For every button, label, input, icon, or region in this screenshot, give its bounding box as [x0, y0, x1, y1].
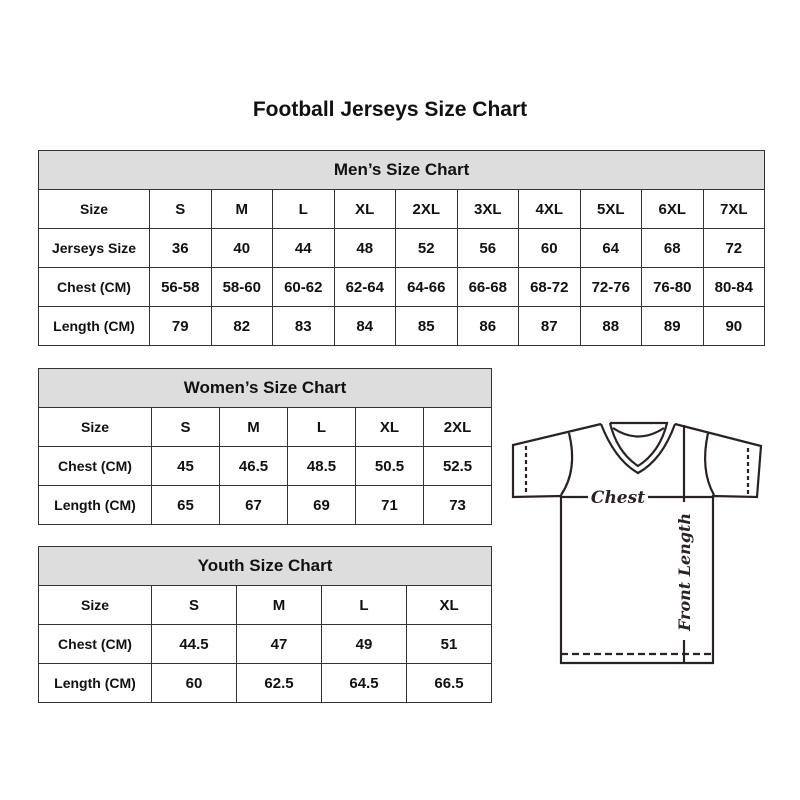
table-cell: 68-72	[518, 267, 581, 307]
table-cell: 65	[151, 485, 220, 525]
table-cell: 50.5	[355, 446, 424, 486]
row-label: Chest (CM)	[38, 267, 150, 307]
table-cell: 56-58	[149, 267, 212, 307]
size-header-cell: L	[272, 189, 335, 229]
size-header-cell: XL	[405, 585, 493, 625]
row-label: Jerseys Size	[38, 228, 150, 268]
table-cell: 83	[272, 306, 335, 346]
table-row: Chest (CM) 45 46.5 48.5 50.5 52.5	[38, 446, 493, 486]
table-cell: 48.5	[287, 446, 356, 486]
size-header-cell: M	[236, 585, 322, 625]
table-heading: Women’s Size Chart	[37, 368, 493, 408]
womens-size-table: Women’s Size Chart Size S M L XL 2XL Chest (CM)…	[37, 368, 493, 525]
size-header-cell: L	[321, 585, 407, 625]
table-cell: 47	[236, 624, 322, 664]
table-cell: 86	[456, 306, 519, 346]
table-cell: 82	[210, 306, 273, 346]
table-cell: 69	[287, 485, 356, 525]
jersey-diagram-icon: Chest Front Length	[511, 421, 763, 665]
table-cell: 87	[518, 306, 581, 346]
table-cell: 56	[456, 228, 519, 268]
size-header-cell: XL	[355, 407, 424, 447]
table-row: Length (CM) 79 82 83 84 85 86 87 88 89 90	[38, 306, 766, 346]
table-cell: 73	[422, 485, 493, 525]
table-row: Size S M L XL 2XL	[38, 407, 493, 447]
table-cell: 60	[151, 663, 237, 703]
table-cell: 52	[395, 228, 458, 268]
row-label: Length (CM)	[38, 306, 150, 346]
table-cell: 66-68	[456, 267, 519, 307]
size-header-cell: 5XL	[579, 189, 642, 229]
table-cell: 62-64	[333, 267, 396, 307]
mens-size-table: Men’s Size Chart Size S M L XL 2XL 3XL 4XL 5XL 6XL…	[37, 150, 766, 346]
table-cell: 46.5	[219, 446, 288, 486]
size-header-cell: 2XL	[422, 407, 493, 447]
size-header-cell: S	[149, 189, 212, 229]
row-label: Length (CM)	[38, 485, 152, 525]
table-cell: 52.5	[422, 446, 493, 486]
table-heading: Youth Size Chart	[37, 546, 493, 586]
size-header-cell: M	[210, 189, 273, 229]
size-header-cell: 7XL	[702, 189, 766, 229]
table-heading: Men’s Size Chart	[37, 150, 766, 190]
table-cell: 89	[641, 306, 704, 346]
page-title: Football Jerseys Size Chart	[252, 98, 528, 121]
table-cell: 36	[149, 228, 212, 268]
table-row: Chest (CM) 56-58 58-60 60-62 62-64 64-66 66-68…	[38, 267, 766, 307]
size-header-cell: L	[287, 407, 356, 447]
size-header-cell: S	[151, 407, 220, 447]
table-cell: 40	[210, 228, 273, 268]
table-cell: 66.5	[405, 663, 493, 703]
table-row: Length (CM) 60 62.5 64.5 66.5	[38, 663, 493, 703]
table-cell: 76-80	[641, 267, 704, 307]
table-cell: 84	[333, 306, 396, 346]
table-row: Length (CM) 65 67 69 71 73	[38, 485, 493, 525]
table-cell: 49	[321, 624, 407, 664]
size-header-cell: S	[151, 585, 237, 625]
row-label: Size	[38, 407, 152, 447]
table-cell: 44	[272, 228, 335, 268]
table-cell: 48	[333, 228, 396, 268]
table-row: Size S M L XL	[38, 585, 493, 625]
table-cell: 72-76	[579, 267, 642, 307]
table-cell: 64-66	[395, 267, 458, 307]
chest-label: Chest	[591, 488, 645, 508]
youth-size-table: Youth Size Chart Size S M L XL Chest (CM) 44.5 4…	[37, 546, 493, 703]
table-cell: 64	[579, 228, 642, 268]
table-cell: 67	[219, 485, 288, 525]
row-label: Chest (CM)	[38, 624, 152, 664]
row-label: Size	[38, 585, 152, 625]
table-cell: 62.5	[236, 663, 322, 703]
table-cell: 60	[518, 228, 581, 268]
size-header-cell: 3XL	[456, 189, 519, 229]
front-length-label: Front Length	[675, 513, 694, 632]
table-cell: 72	[702, 228, 766, 268]
table-row: Chest (CM) 44.5 47 49 51	[38, 624, 493, 664]
size-header-cell: XL	[333, 189, 396, 229]
table-cell: 51	[405, 624, 493, 664]
table-cell: 79	[149, 306, 212, 346]
size-header-cell: M	[219, 407, 288, 447]
table-cell: 45	[151, 446, 220, 486]
table-row: Jerseys Size 36 40 44 48 52 56 60 64 68 72	[38, 228, 766, 268]
table-cell: 80-84	[702, 267, 766, 307]
table-cell: 44.5	[151, 624, 237, 664]
size-header-cell: 2XL	[395, 189, 458, 229]
table-cell: 68	[641, 228, 704, 268]
row-label: Length (CM)	[38, 663, 152, 703]
table-cell: 64.5	[321, 663, 407, 703]
table-cell: 90	[702, 306, 766, 346]
table-cell: 58-60	[210, 267, 273, 307]
table-cell: 71	[355, 485, 424, 525]
table-cell: 85	[395, 306, 458, 346]
table-cell: 88	[579, 306, 642, 346]
row-label: Chest (CM)	[38, 446, 152, 486]
table-cell: 60-62	[272, 267, 335, 307]
size-header-cell: 6XL	[641, 189, 704, 229]
size-header-cell: 4XL	[518, 189, 581, 229]
row-label: Size	[38, 189, 150, 229]
table-row: Size S M L XL 2XL 3XL 4XL 5XL 6XL 7XL	[38, 189, 766, 229]
